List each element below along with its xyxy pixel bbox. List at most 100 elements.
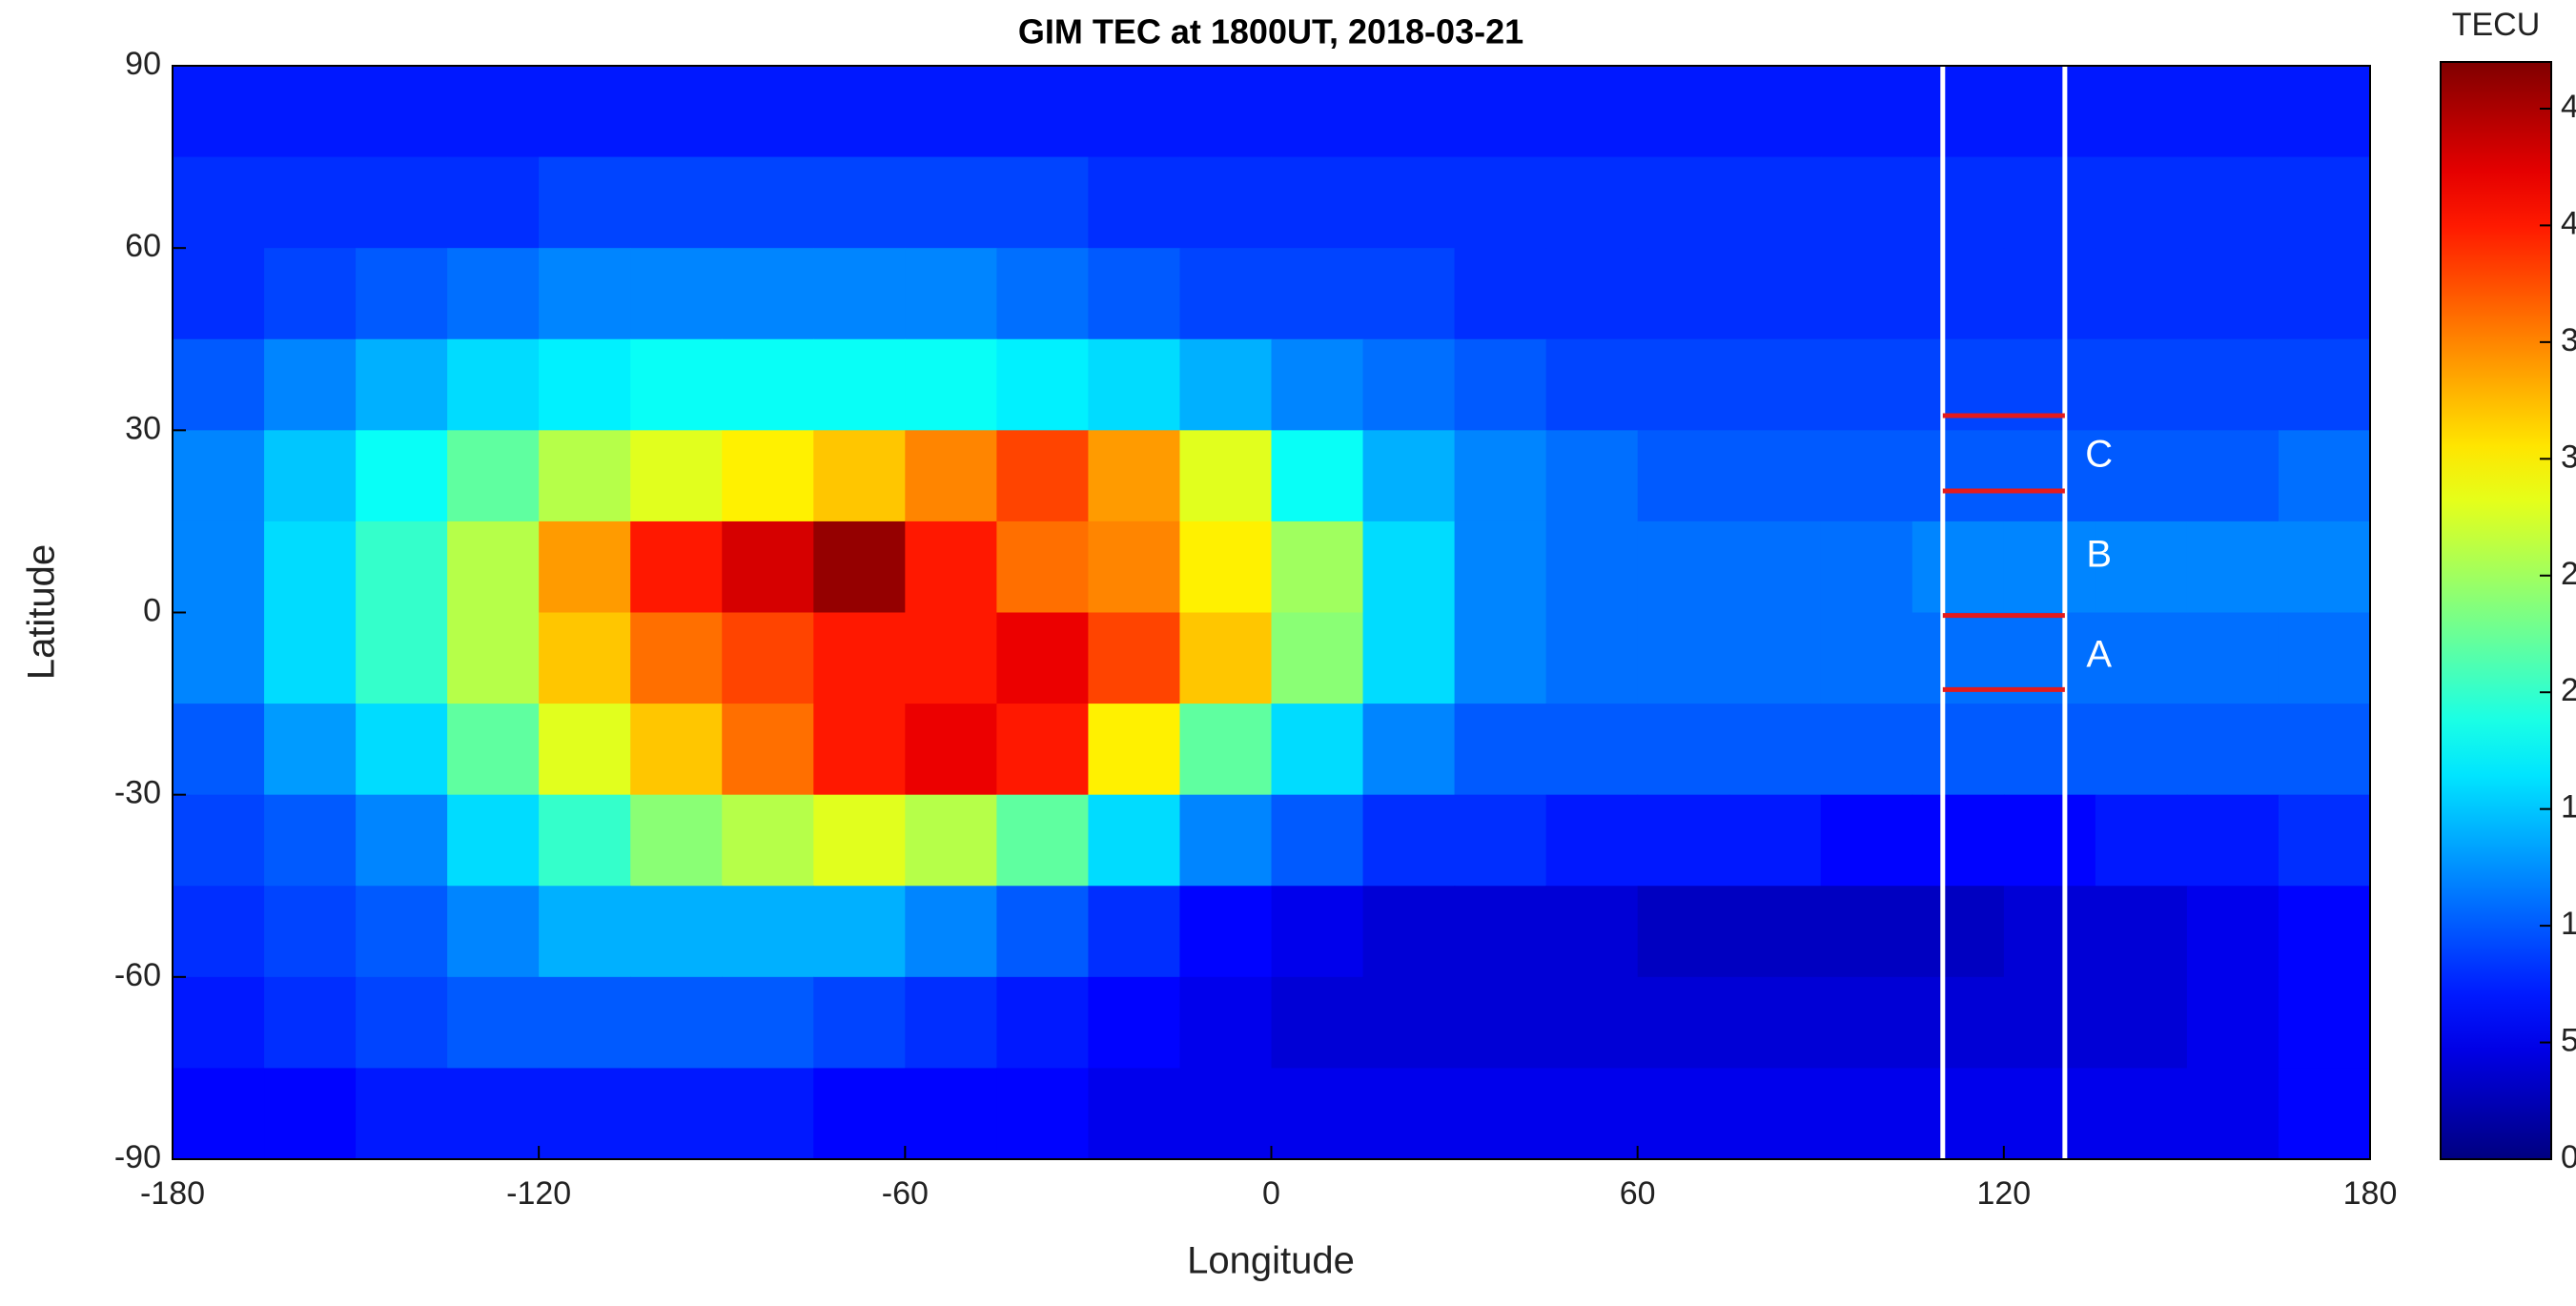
heat-cell (1271, 66, 1364, 158)
heat-cell (905, 248, 997, 340)
heat-cell (1454, 66, 1547, 158)
heat-cell (1271, 794, 1364, 887)
colorbar (2440, 61, 2552, 1160)
colorbar-tick-label: 20 (2561, 672, 2576, 708)
heat-cell (2278, 248, 2370, 340)
heat-cell (1454, 704, 1547, 796)
heat-cell (1362, 1068, 1456, 1159)
heat-cell (1362, 156, 1456, 249)
colorbar-label: TECU (2452, 7, 2541, 43)
heat-cell (630, 520, 723, 614)
heat-cell (539, 612, 631, 704)
heat-cell (2095, 156, 2188, 249)
heat-cell (2278, 1068, 2370, 1159)
heat-cell (539, 1068, 631, 1159)
heat-cell (2095, 976, 2188, 1070)
heat-cell (722, 794, 814, 887)
heat-cell (1271, 338, 1364, 431)
heat-cell (1362, 886, 1456, 978)
heat-cell (905, 886, 997, 978)
heat-cell (905, 704, 997, 796)
heat-cell (173, 430, 265, 522)
heat-cell (1545, 794, 1639, 887)
heat-cell (722, 704, 814, 796)
heat-cell (2095, 612, 2188, 704)
heat-cell (1545, 612, 1639, 704)
heat-cell (1179, 886, 1273, 978)
heat-cell (1179, 430, 1273, 522)
heat-cell (1088, 976, 1181, 1070)
heat-cell (2278, 704, 2370, 796)
x-tick-label: 0 (1262, 1175, 1280, 1212)
heat-cell (1454, 886, 1547, 978)
heat-cell (1728, 794, 1822, 887)
heat-cell (1362, 976, 1456, 1070)
colorbar-tick-label: 30 (2561, 439, 2576, 475)
heat-cell (1637, 976, 1730, 1070)
heat-cell (722, 1068, 814, 1159)
heat-cell (1088, 430, 1181, 522)
heat-cell (996, 704, 1090, 796)
heat-cell (447, 704, 540, 796)
heat-cell (1637, 1068, 1730, 1159)
heat-cell (173, 520, 265, 614)
heat-cell (1362, 338, 1456, 431)
heat-cell (813, 794, 906, 887)
heat-cell (722, 976, 814, 1070)
heat-cell (1545, 248, 1639, 340)
heat-cell (264, 1068, 357, 1159)
heat-cell (813, 612, 906, 704)
heat-cell (722, 248, 814, 340)
heat-cell (1362, 704, 1456, 796)
heat-cell (905, 1068, 997, 1159)
heat-cell (1545, 156, 1639, 249)
heat-cell (2186, 886, 2280, 978)
heat-cell (1820, 886, 1913, 978)
heat-cell (1912, 520, 2005, 614)
heat-cell (630, 338, 723, 431)
heat-cell (905, 338, 997, 431)
heat-cell (173, 886, 265, 978)
heat-cell (2278, 338, 2370, 431)
heat-cell (996, 612, 1090, 704)
heat-cell (1820, 156, 1913, 249)
heat-cell (630, 156, 723, 249)
heat-cell (264, 156, 357, 249)
heat-cell (356, 248, 448, 340)
heat-cell (264, 886, 357, 978)
heat-cell (1728, 520, 1822, 614)
heat-cell (1637, 886, 1730, 978)
heat-cell (905, 612, 997, 704)
heat-cell (813, 430, 906, 522)
heat-cell (1088, 704, 1181, 796)
heat-cell (2186, 156, 2280, 249)
heat-cell (1179, 794, 1273, 887)
heat-cell (1728, 430, 1822, 522)
heat-cell (722, 520, 814, 614)
heat-cell (447, 338, 540, 431)
heat-cell (1820, 976, 1913, 1070)
heat-cell (1179, 612, 1273, 704)
y-tick-label: 60 (125, 228, 161, 264)
colorbar-tick-label: 5 (2561, 1023, 2576, 1059)
y-tick-label: -60 (114, 957, 161, 993)
heat-cell (1545, 1068, 1639, 1159)
heat-cell (2003, 430, 2096, 522)
heat-cell (1545, 520, 1639, 614)
heat-cell (1088, 156, 1181, 249)
heat-cell (2003, 248, 2096, 340)
heat-cell (1454, 976, 1547, 1070)
heat-cell (2003, 704, 2096, 796)
heat-cell (1545, 976, 1639, 1070)
heat-cell (264, 66, 357, 158)
heat-cell (996, 886, 1090, 978)
heat-cell (2278, 66, 2370, 158)
heat-cell (2095, 430, 2188, 522)
heat-cell (2186, 66, 2280, 158)
heat-cell (1088, 886, 1181, 978)
heat-cell (1912, 430, 2005, 522)
segment-label: B (2086, 533, 2112, 575)
x-tick-label: -60 (882, 1175, 929, 1212)
colorbar-tick-label: 25 (2561, 556, 2576, 592)
heat-cell (447, 1068, 540, 1159)
